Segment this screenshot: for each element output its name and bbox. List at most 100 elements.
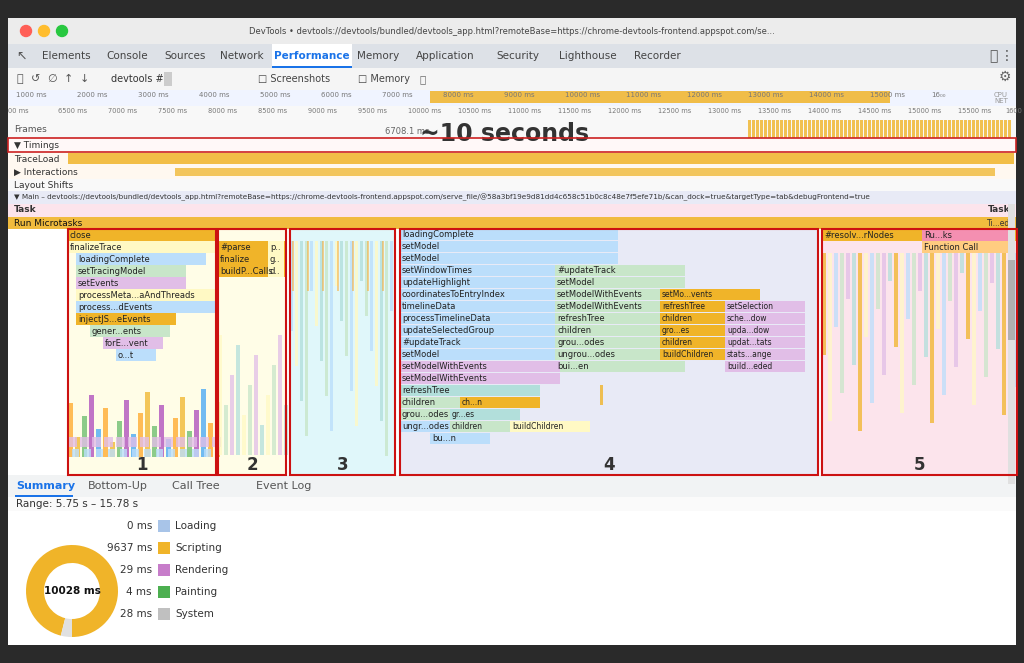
Bar — [367, 241, 369, 291]
Bar — [924, 120, 927, 138]
Bar — [848, 120, 851, 138]
Bar — [218, 229, 286, 475]
Bar — [215, 402, 220, 457]
Bar — [988, 120, 990, 138]
Bar — [158, 586, 170, 598]
Bar — [844, 120, 847, 138]
Text: bu...n: bu...n — [432, 434, 456, 443]
Bar — [460, 397, 540, 408]
Bar — [201, 389, 206, 457]
Bar — [912, 253, 916, 385]
Text: ↑: ↑ — [63, 74, 73, 84]
Bar — [278, 335, 282, 455]
Bar — [322, 241, 324, 291]
Text: build...eded: build...eded — [727, 362, 772, 371]
Bar — [725, 325, 805, 336]
Text: Layout Shifts: Layout Shifts — [14, 180, 73, 190]
Bar — [218, 253, 286, 265]
Bar — [822, 229, 1017, 475]
Text: Loading: Loading — [175, 521, 216, 531]
Bar — [400, 229, 818, 475]
Text: 🗑: 🗑 — [420, 74, 426, 84]
Bar — [76, 253, 206, 265]
Bar — [1008, 120, 1011, 138]
Bar — [948, 253, 952, 301]
Text: Scripting: Scripting — [175, 543, 222, 553]
Bar — [725, 361, 805, 372]
Bar — [266, 395, 270, 455]
Bar — [932, 120, 935, 138]
Bar — [116, 349, 156, 361]
Bar — [116, 437, 125, 447]
Bar — [268, 253, 284, 265]
Text: □ Memory: □ Memory — [358, 74, 410, 84]
Bar — [132, 449, 139, 457]
Bar — [1008, 204, 1015, 484]
Text: buildChildren: buildChildren — [662, 350, 714, 359]
Bar — [68, 229, 216, 241]
Bar — [8, 217, 1016, 229]
Bar — [725, 301, 805, 312]
Text: updat...tats: updat...tats — [727, 338, 772, 347]
Bar — [128, 437, 137, 447]
Bar — [555, 301, 685, 312]
Bar — [168, 449, 175, 457]
Bar — [822, 229, 1017, 475]
Text: setMo...vents: setMo...vents — [662, 290, 713, 299]
Bar — [340, 241, 343, 321]
Text: NET: NET — [994, 98, 1008, 104]
Bar — [360, 241, 362, 281]
Bar — [772, 120, 774, 138]
Text: 9500 ms: 9500 ms — [358, 108, 387, 114]
Text: finalizeTrace: finalizeTrace — [70, 243, 123, 251]
Bar — [156, 449, 163, 457]
Bar — [908, 120, 910, 138]
Text: ⛯: ⛯ — [989, 49, 997, 63]
Text: 13000 ms: 13000 ms — [708, 108, 741, 114]
Bar — [555, 313, 685, 324]
Bar — [961, 253, 964, 273]
Text: close: close — [70, 231, 92, 239]
Bar — [764, 120, 767, 138]
Text: gr...es: gr...es — [452, 410, 475, 419]
Bar — [984, 120, 986, 138]
Text: updateSelectedGroup: updateSelectedGroup — [402, 326, 495, 335]
Bar — [868, 120, 870, 138]
Bar — [555, 277, 685, 288]
Bar — [76, 301, 216, 313]
Bar — [836, 120, 839, 138]
Bar — [760, 120, 763, 138]
Circle shape — [20, 25, 32, 36]
Bar — [888, 120, 891, 138]
Bar — [400, 301, 590, 312]
Bar — [355, 241, 358, 426]
Text: d..: d.. — [270, 267, 281, 276]
Bar — [948, 120, 950, 138]
Bar — [271, 66, 352, 68]
Bar — [8, 497, 1016, 511]
Text: 10500 ms: 10500 ms — [458, 108, 492, 114]
Bar — [1014, 253, 1018, 387]
Bar — [330, 241, 333, 431]
Bar — [400, 313, 590, 324]
Text: children: children — [402, 398, 436, 407]
Bar — [145, 392, 150, 457]
Bar — [856, 120, 858, 138]
Bar — [555, 337, 685, 348]
Bar — [89, 395, 94, 457]
Bar — [555, 349, 685, 360]
Bar — [840, 120, 843, 138]
Bar — [900, 253, 904, 413]
Bar — [248, 385, 252, 455]
Text: Event Log: Event Log — [256, 481, 312, 491]
Bar — [254, 355, 258, 455]
Bar — [8, 138, 1016, 152]
Bar — [896, 120, 898, 138]
Text: Recorder: Recorder — [635, 51, 681, 61]
Bar — [271, 44, 352, 68]
Text: #parse: #parse — [220, 243, 251, 251]
Bar — [942, 253, 946, 395]
Text: 3000 ms: 3000 ms — [138, 92, 169, 98]
Text: ▶ Interactions: ▶ Interactions — [14, 168, 78, 176]
Bar — [325, 241, 328, 396]
